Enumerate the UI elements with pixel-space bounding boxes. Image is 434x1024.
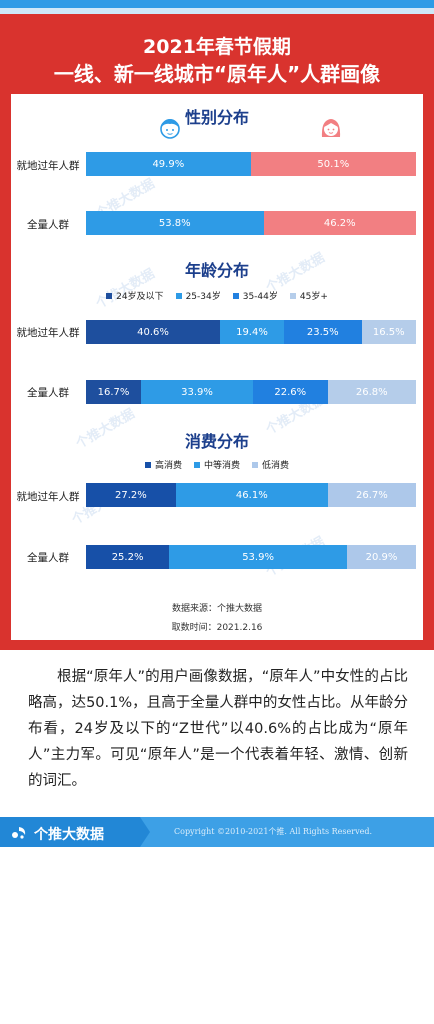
legend-swatch [175, 292, 182, 299]
bar-segment-24岁及以下-all: 16.7% [86, 380, 142, 404]
legend-swatch [106, 292, 113, 299]
gender-section-title: 性别分布 [184, 108, 249, 127]
gender-row-label-local: 就地过年人群 [16, 160, 80, 172]
bar-segment-35-44岁-local: 23.5% [283, 320, 362, 344]
legend-swatch [144, 461, 151, 468]
legend-item: 24岁及以下 [106, 289, 164, 302]
bar-segment-女-all: 46.2% [263, 211, 416, 235]
bar-segment-男-local: 49.9% [86, 152, 251, 176]
legend-item: 低消费 [252, 458, 289, 471]
bar-segment-女-local: 50.1% [250, 152, 416, 176]
bar-segment-中等消费-local: 46.1% [175, 483, 328, 507]
age-legend: 24岁及以下 25-34岁 35-44岁 45岁+ [0, 289, 434, 302]
legend-label: 25-34岁 [185, 292, 221, 302]
legend-swatch [232, 292, 239, 299]
bar-segment-中等消费-all: 53.9% [169, 545, 348, 569]
age-row-label-local: 就地过年人群 [16, 327, 80, 339]
age-section-title: 年龄分布 [184, 261, 249, 280]
female-face-icon [321, 119, 341, 137]
legend-item: 中等消费 [193, 458, 240, 471]
bar-segment-25-34岁-local: 19.4% [219, 320, 284, 344]
legend-item: 25-34岁 [175, 289, 221, 302]
legend-label: 高消费 [154, 461, 182, 471]
data-source: 数据来源：个推大数据 [171, 604, 262, 614]
gender-row-label-all: 全量人群 [27, 219, 69, 231]
male-face-icon [160, 119, 180, 139]
legend-label: 24岁及以下 [116, 292, 164, 302]
poster-title-line2: 一线、新一线城市“原年人”人群画像 [53, 62, 381, 86]
getui-logo-icon [12, 827, 26, 839]
bar-segment-高消费-all: 25.2% [86, 545, 170, 569]
legend-item: 高消费 [144, 458, 182, 471]
consumption-legend: 高消费 中等消费 低消费 [0, 458, 434, 471]
top-accent-bar [0, 0, 434, 8]
footer-brand-name: 个推大数据 [34, 827, 104, 843]
bar-segment-35-44岁-all: 22.6% [252, 380, 328, 404]
bar-segment-低消费-all: 20.9% [347, 545, 416, 569]
consumption-bar-all: 25.2% 53.9% 20.9% [86, 545, 416, 569]
legend-label: 45岁+ [299, 292, 328, 302]
legend-swatch [289, 292, 296, 299]
gender-bar-local: 49.9% 50.1% [86, 152, 416, 176]
poster-title-line1: 2021年春节假期 [143, 36, 291, 58]
legend-swatch [193, 461, 200, 468]
legend-item: 45岁+ [289, 289, 328, 302]
legend-label: 低消费 [262, 461, 290, 471]
consumption-row-label-all: 全量人群 [27, 552, 69, 564]
consumption-section-title: 消费分布 [184, 432, 249, 451]
age-bar-all: 16.7% 33.9% 22.6% 26.8% [86, 380, 416, 404]
bar-segment-高消费-local: 27.2% [86, 483, 176, 507]
footer-copyright: Copyright ©2010-2021个推. All Rights Reser… [174, 827, 372, 836]
consumption-bar-local: 27.2% 46.1% 26.7% [86, 483, 416, 507]
legend-swatch [252, 461, 258, 468]
bar-segment-45岁+-local: 16.5% [361, 320, 416, 344]
legend-label: 中等消费 [203, 461, 240, 471]
age-bar-local: 40.6% 19.4% 23.5% 16.5% [86, 320, 416, 344]
consumption-row-label-local: 就地过年人群 [16, 491, 80, 503]
description-paragraph: 根据“原年人”的用户画像数据，“原年人”中女性的占比略高，达50.1%，且高于全… [28, 669, 408, 789]
gender-bar-all: 53.8% 46.2% [86, 211, 416, 235]
bar-segment-低消费-local: 26.7% [327, 483, 416, 507]
bar-segment-45岁+-all: 26.8% [327, 380, 416, 404]
legend-label: 35-44岁 [242, 292, 278, 302]
top-accent-stripe [0, 8, 434, 14]
legend-item: 35-44岁 [232, 289, 278, 302]
bar-segment-24岁及以下-local: 40.6% [86, 320, 220, 344]
footer-bar: 个推大数据 Copyright ©2010-2021个推. All Rights… [0, 817, 434, 847]
age-row-label-all: 全量人群 [27, 387, 69, 399]
bar-segment-男-all: 53.8% [86, 211, 264, 235]
bar-segment-25-34岁-all: 33.9% [141, 380, 253, 404]
data-date: 取数时间：2021.2.16 [171, 623, 263, 633]
